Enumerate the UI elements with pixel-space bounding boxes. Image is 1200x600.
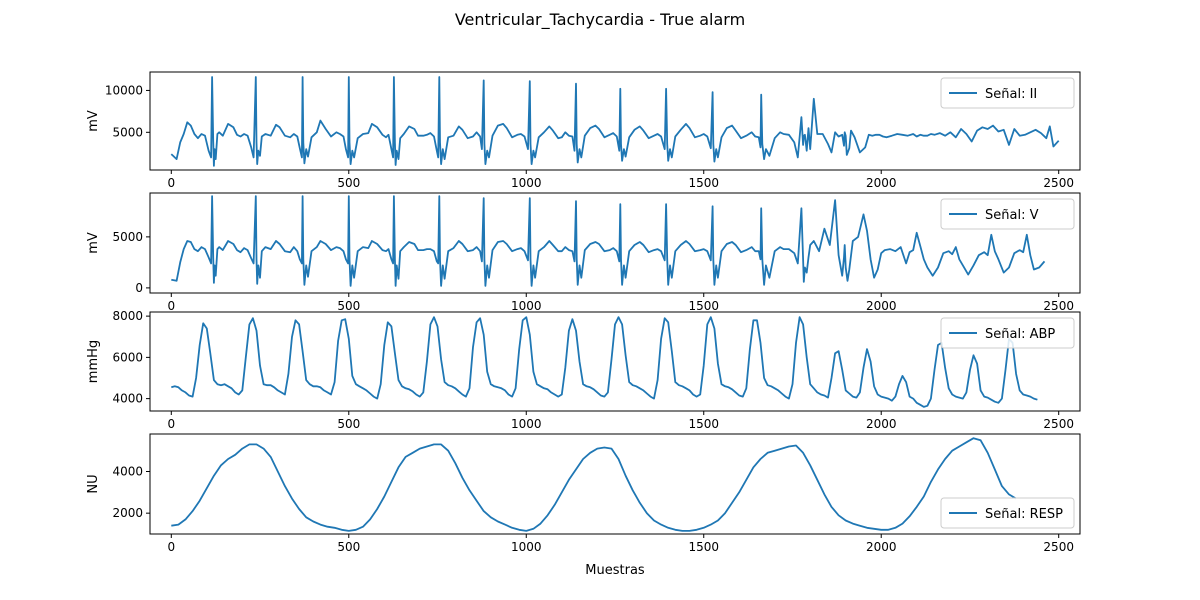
x-tick-label: 0 — [167, 299, 175, 313]
series-line — [170, 76, 1060, 167]
x-tick-label: 1500 — [688, 176, 719, 190]
legend-label: Señal: II — [985, 87, 1037, 102]
subplot-3: 0 500 1000 1500 2000 2500 4000 6000 8000 mmHg Seña… — [86, 309, 1081, 431]
x-tick-label: 0 — [167, 540, 175, 554]
y-tick-label: 5000 — [112, 125, 143, 139]
x-tick-label: 500 — [337, 299, 360, 313]
x-tick-label: 2000 — [866, 176, 897, 190]
legend-label: Señal: V — [985, 208, 1039, 223]
y-tick-label: 0 — [135, 281, 143, 295]
legend: Señal: RESP — [940, 497, 1075, 529]
x-tick-label: 2500 — [1043, 299, 1074, 313]
y-tick-label: 2000 — [112, 506, 143, 520]
x-tick-label: 0 — [167, 417, 175, 431]
y-tick-label: 6000 — [112, 350, 143, 364]
subplot-2: 0 500 1000 1500 2000 2500 0 5000 mV Señal: V — [86, 192, 1081, 313]
x-tick-label: 2000 — [866, 417, 897, 431]
legend-box — [940, 497, 1075, 529]
legend-box — [940, 317, 1075, 349]
axes-frame — [149, 71, 1081, 171]
legend: Señal: V — [940, 198, 1075, 230]
x-tick-label: 2000 — [866, 299, 897, 313]
y-tick-label: 5000 — [112, 230, 143, 244]
y-axis-label: mmHg — [86, 340, 101, 383]
y-tick-label: 4000 — [112, 392, 143, 406]
x-tick-label: 1000 — [511, 540, 542, 554]
y-tick-label: 10000 — [105, 83, 143, 97]
chart-title: Ventricular_Tachycardia - True alarm — [455, 10, 745, 30]
series-line — [171, 437, 1017, 532]
x-tick-label: 1000 — [511, 176, 542, 190]
axes-frame — [149, 192, 1081, 294]
y-tick-label: 8000 — [112, 309, 143, 323]
legend-box — [940, 77, 1075, 109]
x-tick-label: 2500 — [1043, 417, 1074, 431]
series-line — [171, 195, 1046, 287]
x-tick-label: 1000 — [511, 299, 542, 313]
x-axis-label: Muestras — [585, 563, 645, 578]
legend-box — [940, 198, 1075, 230]
subplot-4: 0 500 1000 1500 2000 2500 2000 4000 NU Señal: RES… — [86, 433, 1081, 554]
subplot-1: 0 500 1000 1500 2000 2500 5000 10000 mV Señal: II — [86, 71, 1081, 190]
y-axis-label: NU — [86, 474, 101, 493]
legend-label: Señal: RESP — [985, 507, 1063, 522]
x-tick-label: 1500 — [688, 417, 719, 431]
legend: Señal: ABP — [940, 317, 1075, 349]
x-tick-label: 1500 — [688, 299, 719, 313]
x-tick-label: 1000 — [511, 417, 542, 431]
x-tick-label: 2500 — [1043, 540, 1074, 554]
x-tick-label: 1500 — [688, 540, 719, 554]
y-axis-label: mV — [86, 110, 101, 132]
x-tick-label: 2500 — [1043, 176, 1074, 190]
x-tick-label: 2000 — [866, 540, 897, 554]
legend: Señal: II — [940, 77, 1075, 109]
y-axis-label: mV — [86, 232, 101, 254]
x-tick-label: 0 — [167, 176, 175, 190]
axes-frame — [149, 311, 1081, 412]
x-tick-label: 500 — [337, 176, 360, 190]
x-tick-label: 500 — [337, 540, 360, 554]
legend-label: Señal: ABP — [985, 327, 1055, 342]
axes-frame — [149, 433, 1081, 535]
x-tick-label: 500 — [337, 417, 360, 431]
y-tick-label: 4000 — [112, 465, 143, 479]
series-line — [171, 316, 1038, 408]
